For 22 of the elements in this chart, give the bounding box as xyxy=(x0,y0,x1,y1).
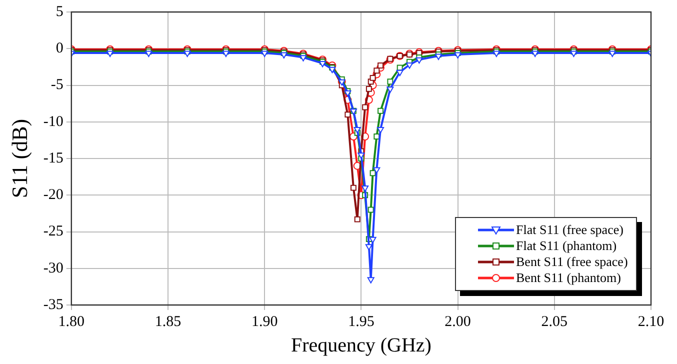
legend-label: Bent S11 (phantom) xyxy=(516,270,621,286)
x-axis-title: Frequency (GHz) xyxy=(290,334,432,356)
y-tick-label: 0 xyxy=(56,40,64,57)
y-tick-label: -10 xyxy=(43,114,64,130)
x-tick-label: 2.05 xyxy=(541,314,568,330)
x-tick-label: 1.90 xyxy=(251,314,278,330)
legend-label: Flat S11 (phantom) xyxy=(516,238,617,254)
y-tick-label: -25 xyxy=(43,224,64,240)
legend-label: Flat S11 (free space) xyxy=(516,222,624,238)
x-tick-label: 1.95 xyxy=(348,314,374,330)
legend-label: Bent S11 (free space) xyxy=(516,254,628,270)
y-axis-title: S11 (dB) xyxy=(6,118,32,198)
y-tick-label: -20 xyxy=(43,187,64,204)
y-tick-label: -15 xyxy=(43,150,64,166)
y-tick-label: 5 xyxy=(56,4,64,20)
x-tick-label: 1.85 xyxy=(154,314,182,330)
y-tick-label: -30 xyxy=(43,260,64,276)
x-tick-label: 2.00 xyxy=(444,314,471,330)
x-tick-label: 1.80 xyxy=(58,314,85,330)
y-tick-label: -5 xyxy=(50,77,64,94)
y-tick-label: -35 xyxy=(43,296,64,313)
x-tick-label: 2.10 xyxy=(638,314,664,330)
